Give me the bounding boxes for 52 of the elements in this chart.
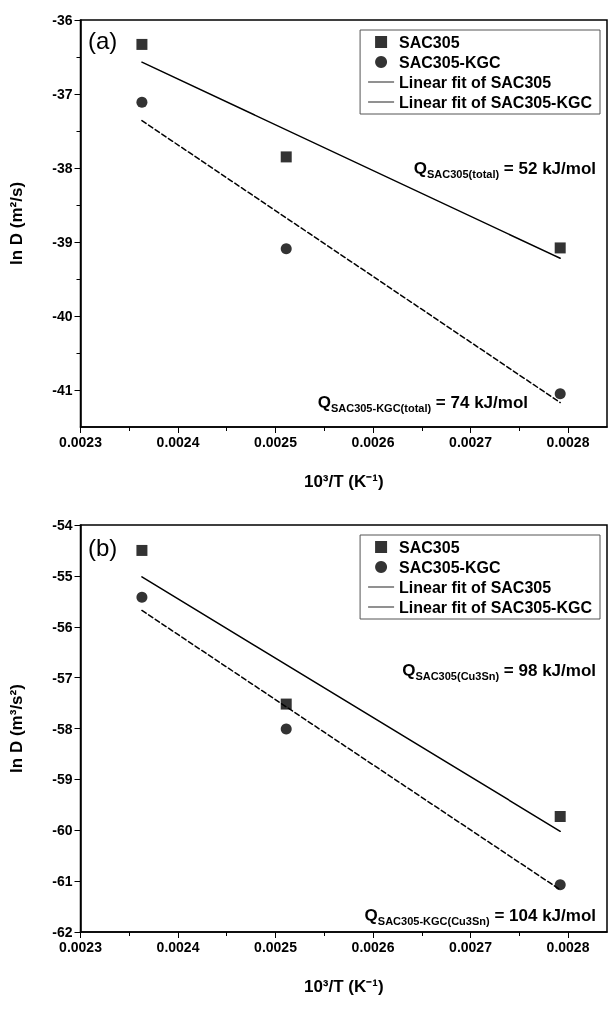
y-tick-label: -37 xyxy=(52,86,73,102)
x-axis-title: 10³/T (K⁻¹) xyxy=(303,471,384,491)
y-tick-label: -40 xyxy=(52,308,73,324)
y-tick-label: -59 xyxy=(52,771,73,788)
y-tick-label: -55 xyxy=(52,567,73,584)
point xyxy=(280,723,292,735)
point xyxy=(136,38,148,50)
x-tick-label: 0.0023 xyxy=(59,434,103,450)
legend-label: Linear fit of SAC305-KGC xyxy=(399,598,593,616)
y-tick-label: -61 xyxy=(52,873,73,890)
legend-label: SAC305-KGC xyxy=(399,53,501,71)
legend-label: Linear fit of SAC305 xyxy=(399,73,552,91)
x-tick-label: 0.0025 xyxy=(254,434,298,450)
y-tick-label: -41 xyxy=(52,382,73,398)
y-tick-label: -36 xyxy=(52,12,73,28)
x-tick-label: 0.0024 xyxy=(156,939,200,955)
annotation: (b) xyxy=(88,533,118,561)
y-tick-label: -54 xyxy=(52,517,73,533)
legend-label: SAC305 xyxy=(399,538,460,556)
point xyxy=(554,242,566,254)
point xyxy=(136,544,148,556)
x-tick-label: 0.0028 xyxy=(546,434,590,450)
y-axis-title: ln D (m²/s) xyxy=(7,181,26,266)
x-tick-label: 0.0026 xyxy=(351,434,395,450)
x-tick-label: 0.0024 xyxy=(156,434,200,450)
legend-label: Linear fit of SAC305 xyxy=(399,578,552,596)
x-tick-label: 0.0025 xyxy=(254,939,298,955)
point xyxy=(136,591,148,603)
y-tick-label: -38 xyxy=(52,160,73,176)
y-tick-label: -57 xyxy=(52,669,73,686)
y-tick-label: -60 xyxy=(52,822,73,839)
y-tick-label: -56 xyxy=(52,618,73,635)
point xyxy=(280,243,292,255)
y-axis-title: ln D (m³/s²) xyxy=(7,684,26,773)
point xyxy=(554,879,566,891)
x-tick-label: 0.0028 xyxy=(546,939,590,955)
point xyxy=(554,388,566,400)
x-tick-label: 0.0027 xyxy=(449,434,493,450)
point xyxy=(136,96,148,108)
legend-label: SAC305-KGC xyxy=(399,558,501,576)
x-tick-label: 0.0023 xyxy=(59,939,103,955)
point xyxy=(280,151,292,163)
x-tick-label: 0.0026 xyxy=(351,939,395,955)
annotation: (a) xyxy=(88,26,118,54)
x-axis-title: 10³/T (K⁻¹) xyxy=(303,976,384,996)
legend-label: Linear fit of SAC305-KGC xyxy=(399,93,593,111)
x-tick-label: 0.0027 xyxy=(449,939,493,955)
y-tick-label: -39 xyxy=(52,234,73,250)
point xyxy=(554,811,566,823)
y-tick-label: -62 xyxy=(52,924,73,940)
legend-label: SAC305 xyxy=(399,33,460,51)
y-tick-label: -58 xyxy=(52,720,73,737)
